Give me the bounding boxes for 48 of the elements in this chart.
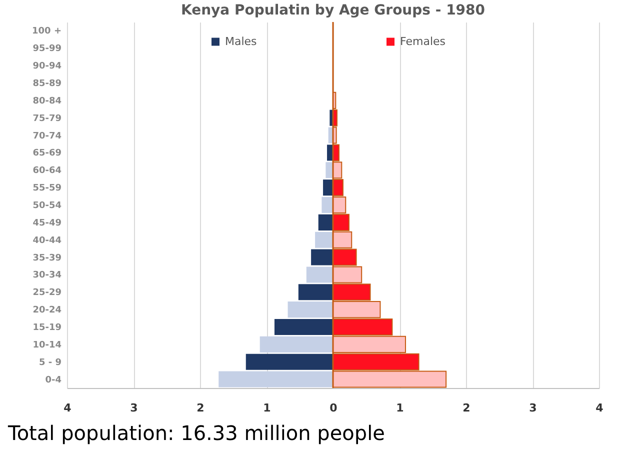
y-tick-label: 15-19 bbox=[32, 323, 62, 333]
y-tick-label: 50-54 bbox=[32, 201, 62, 211]
x-tick-label: 0 bbox=[330, 402, 338, 414]
legend-label: Females bbox=[400, 34, 446, 48]
bar bbox=[326, 162, 333, 178]
y-tick-label: 20-24 bbox=[32, 306, 62, 316]
y-tick-label: 80-84 bbox=[32, 96, 62, 106]
legend-label: Males bbox=[225, 34, 258, 48]
y-tick-label: 60-64 bbox=[32, 166, 62, 176]
bar bbox=[246, 354, 333, 370]
y-tick-label: 45-49 bbox=[32, 218, 62, 228]
y-tick-label: 10-14 bbox=[32, 340, 62, 350]
x-tick-label: 4 bbox=[64, 402, 72, 414]
x-tick-label: 2 bbox=[196, 402, 204, 414]
x-tick-label: 4 bbox=[596, 402, 604, 414]
bar bbox=[260, 336, 333, 352]
bar bbox=[311, 249, 333, 266]
bar bbox=[288, 302, 333, 318]
bar bbox=[218, 371, 333, 388]
y-tick-label: 0-4 bbox=[45, 375, 62, 386]
x-tick-label: 2 bbox=[462, 402, 470, 414]
x-tick-label: 3 bbox=[130, 402, 138, 414]
y-tick-label: 65-69 bbox=[32, 148, 62, 159]
y-tick-label: 90-94 bbox=[32, 62, 62, 72]
y-tick-label: 40-44 bbox=[32, 236, 62, 246]
bar bbox=[315, 232, 333, 248]
y-tick-label: 55-59 bbox=[32, 184, 62, 194]
bar bbox=[323, 180, 333, 196]
y-tick-label: 30-34 bbox=[32, 270, 62, 281]
y-tick-label: 70-74 bbox=[32, 131, 62, 142]
bar bbox=[306, 266, 333, 283]
text: Total population: 16.33 million people bbox=[8, 421, 385, 445]
y-tick-label: 25-29 bbox=[32, 288, 62, 298]
y-tick-label: 75-79 bbox=[32, 114, 62, 124]
chart-title: Kenya Populatin by Age Groups - 1980 bbox=[180, 2, 486, 18]
bar bbox=[298, 284, 333, 300]
y-tick-label: 5 - 9 bbox=[38, 358, 62, 368]
bar bbox=[327, 144, 333, 161]
x-tick-label: 3 bbox=[529, 402, 537, 414]
x-tick-label: 1 bbox=[263, 402, 271, 414]
y-tick-label: 100 + bbox=[32, 26, 62, 37]
y-tick-label: 95-99 bbox=[32, 44, 62, 54]
y-tick-label: 35-39 bbox=[32, 253, 62, 264]
y-tick-label: 85-89 bbox=[32, 79, 62, 89]
bar bbox=[322, 196, 333, 214]
x-tick-label: 1 bbox=[396, 402, 404, 414]
bar bbox=[274, 318, 333, 336]
bar bbox=[318, 214, 333, 230]
